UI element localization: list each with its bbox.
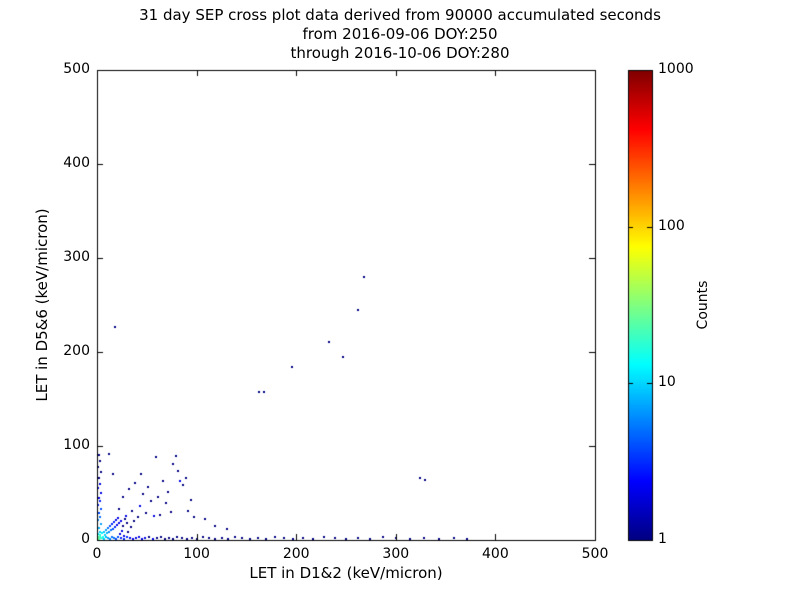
colorbar-tick-label: 1: [658, 531, 667, 547]
x-tick-label: 0: [92, 546, 102, 562]
colorbar-label: Counts: [695, 280, 711, 330]
y-tick-label: 400: [63, 155, 90, 171]
y-tick-label: 500: [63, 61, 90, 77]
y-axis-label: LET in D5&6 (keV/micron): [33, 208, 51, 402]
y-tick-label: 300: [63, 249, 90, 265]
x-tick-label: 300: [382, 546, 410, 562]
colorbar-tick-label: 100: [658, 217, 685, 234]
x-tick-label: 500: [581, 546, 609, 562]
y-tick-label: 0: [81, 531, 90, 547]
x-tick-label: 400: [482, 546, 509, 562]
chart-title-line-2: from 2016-09-06 DOY:250: [302, 25, 498, 43]
y-tick-label: 200: [63, 343, 90, 359]
y-tick-label: 100: [63, 437, 90, 453]
colorbar-tick-label: 10: [658, 374, 676, 391]
chart-title-line-3: through 2016-10-06 DOY:280: [290, 44, 510, 62]
colorbar-tick-label: 1000: [658, 61, 694, 77]
x-axis-label: LET in D1&2 (keV/micron): [249, 564, 443, 582]
chart-title-line-1: 31 day SEP cross plot data derived from …: [139, 6, 661, 24]
x-tick-label: 200: [282, 546, 310, 562]
x-tick-label: 100: [183, 546, 210, 562]
